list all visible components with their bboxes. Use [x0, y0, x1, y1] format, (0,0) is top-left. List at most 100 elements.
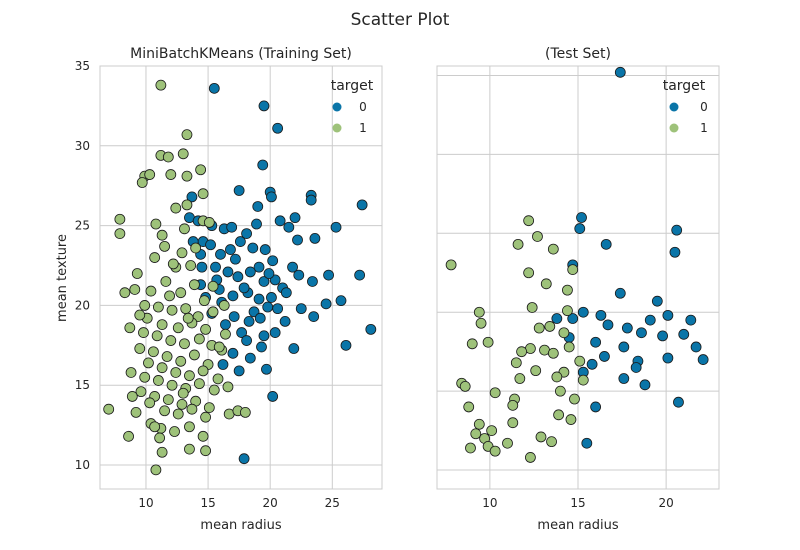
figure-title: Scatter Plot — [351, 10, 450, 30]
scatter-point-target-1 — [554, 385, 566, 397]
scatter-point-target-0 — [576, 212, 587, 223]
scatter-point-target-1 — [489, 445, 501, 457]
legend-label-0: 0 — [359, 100, 367, 114]
scatter-point-target-1 — [569, 393, 580, 405]
scatter-point-target-1 — [103, 403, 115, 415]
scatter-point-target-1 — [577, 374, 589, 386]
scatter-point-target-1 — [152, 375, 164, 386]
y-tick-label: 10 — [75, 458, 90, 472]
y-tick-label: 20 — [75, 298, 90, 312]
scatter-point-target-1 — [181, 199, 193, 211]
scatter-point-target-0 — [586, 358, 598, 370]
scatter-point-target-1 — [156, 229, 168, 241]
scatter-point-target-0 — [356, 199, 368, 211]
scatter-point-target-1 — [159, 405, 170, 417]
scatter-point-target-1 — [166, 304, 178, 316]
scatter-point-target-1 — [473, 418, 485, 430]
scatter-point-target-1 — [565, 414, 577, 425]
scatter-point-target-1 — [181, 170, 193, 182]
scatter-point-target-1 — [135, 386, 147, 398]
scatter-point-target-1 — [551, 371, 563, 383]
scatter-point-target-0 — [196, 261, 208, 273]
scatter-point-target-0 — [266, 292, 277, 303]
scatter-point-target-1 — [150, 464, 162, 476]
legend-label-0: 0 — [700, 100, 708, 114]
legend-training: target 0 1 — [331, 78, 374, 135]
scatter-point-target-0 — [614, 66, 626, 78]
scatter-point-target-1 — [114, 228, 126, 240]
points-test — [445, 66, 709, 463]
scatter-point-target-1 — [180, 303, 192, 315]
scatter-point-target-0 — [254, 312, 266, 324]
scatter-point-target-1 — [114, 213, 126, 225]
scatter-point-target-0 — [669, 246, 681, 258]
scatter-point-target-0 — [618, 373, 630, 384]
scatter-point-target-0 — [234, 236, 246, 247]
scatter-point-target-0 — [630, 362, 642, 373]
y-tick-label: 25 — [75, 219, 90, 233]
scatter-point-target-1 — [138, 327, 149, 338]
scatter-point-target-1 — [161, 351, 173, 362]
scatter-point-target-0 — [208, 82, 220, 94]
scatter-point-target-1 — [144, 397, 156, 409]
scatter-point-target-1 — [193, 378, 205, 390]
scatter-point-target-1 — [185, 260, 197, 271]
scatter-point-target-0 — [244, 352, 256, 364]
scatter-point-target-1 — [563, 341, 575, 353]
scatter-point-target-0 — [279, 315, 291, 327]
scatter-point-target-1 — [574, 355, 586, 367]
scatter-point-target-1 — [134, 343, 146, 354]
scatter-point-target-0 — [644, 314, 656, 326]
y-tick-label: 30 — [75, 139, 90, 153]
scatter-point-target-1 — [207, 280, 219, 292]
scatter-point-target-1 — [562, 284, 573, 296]
x-tick-label: 20 — [658, 496, 673, 510]
scatter-point-target-1 — [553, 409, 565, 421]
scatter-point-target-0 — [205, 239, 216, 251]
scatter-point-target-0 — [581, 437, 593, 449]
scatter-point-target-1 — [516, 346, 527, 358]
scatter-point-target-1 — [445, 259, 457, 271]
scatter-point-target-0 — [252, 201, 264, 212]
scatter-point-target-1 — [123, 430, 134, 442]
scatter-point-target-0 — [678, 328, 690, 340]
legend-marker-0 — [332, 102, 342, 112]
scatter-point-target-1 — [547, 347, 559, 359]
scatter-point-target-0 — [690, 341, 702, 353]
scatter-point-target-1 — [136, 177, 148, 188]
scatter-point-target-1 — [525, 452, 536, 463]
scatter-point-target-0 — [340, 339, 352, 351]
scatter-point-target-1 — [197, 430, 209, 442]
scatter-point-target-1 — [482, 336, 494, 348]
scatter-point-target-0 — [289, 212, 301, 224]
scatter-point-target-1 — [162, 151, 174, 163]
scatter-point-target-1 — [177, 387, 189, 399]
scatter-point-target-1 — [523, 215, 535, 227]
scatter-point-target-0 — [307, 276, 318, 287]
scatter-point-target-1 — [526, 302, 538, 313]
scatter-point-target-0 — [274, 215, 286, 227]
scatter-point-target-1 — [131, 268, 143, 279]
scatter-point-target-0 — [267, 391, 279, 402]
scatter-point-target-1 — [470, 428, 482, 440]
scatter-point-target-1 — [523, 267, 535, 279]
scatter-point-target-1 — [177, 148, 189, 160]
scatter-point-target-1 — [547, 243, 559, 255]
scatter-point-target-0 — [267, 255, 279, 267]
scatter-point-target-0 — [251, 218, 262, 230]
x-tick-label: 20 — [263, 496, 278, 510]
scatter-point-target-0 — [305, 194, 317, 206]
scatter-point-target-0 — [365, 323, 377, 335]
scatter-point-target-0 — [662, 309, 674, 321]
scatter-point-target-1 — [533, 322, 545, 334]
scatter-point-target-0 — [636, 327, 647, 339]
scatter-point-target-1 — [466, 338, 478, 350]
x-axis-label-training: mean radius — [200, 518, 281, 533]
scatter-point-target-1 — [532, 231, 543, 242]
scatter-point-target-1 — [175, 287, 187, 299]
scatter-point-target-0 — [244, 266, 256, 278]
scatter-point-target-1 — [486, 425, 498, 437]
legend-marker-0 — [669, 102, 679, 112]
scatter-point-target-1 — [207, 306, 219, 318]
